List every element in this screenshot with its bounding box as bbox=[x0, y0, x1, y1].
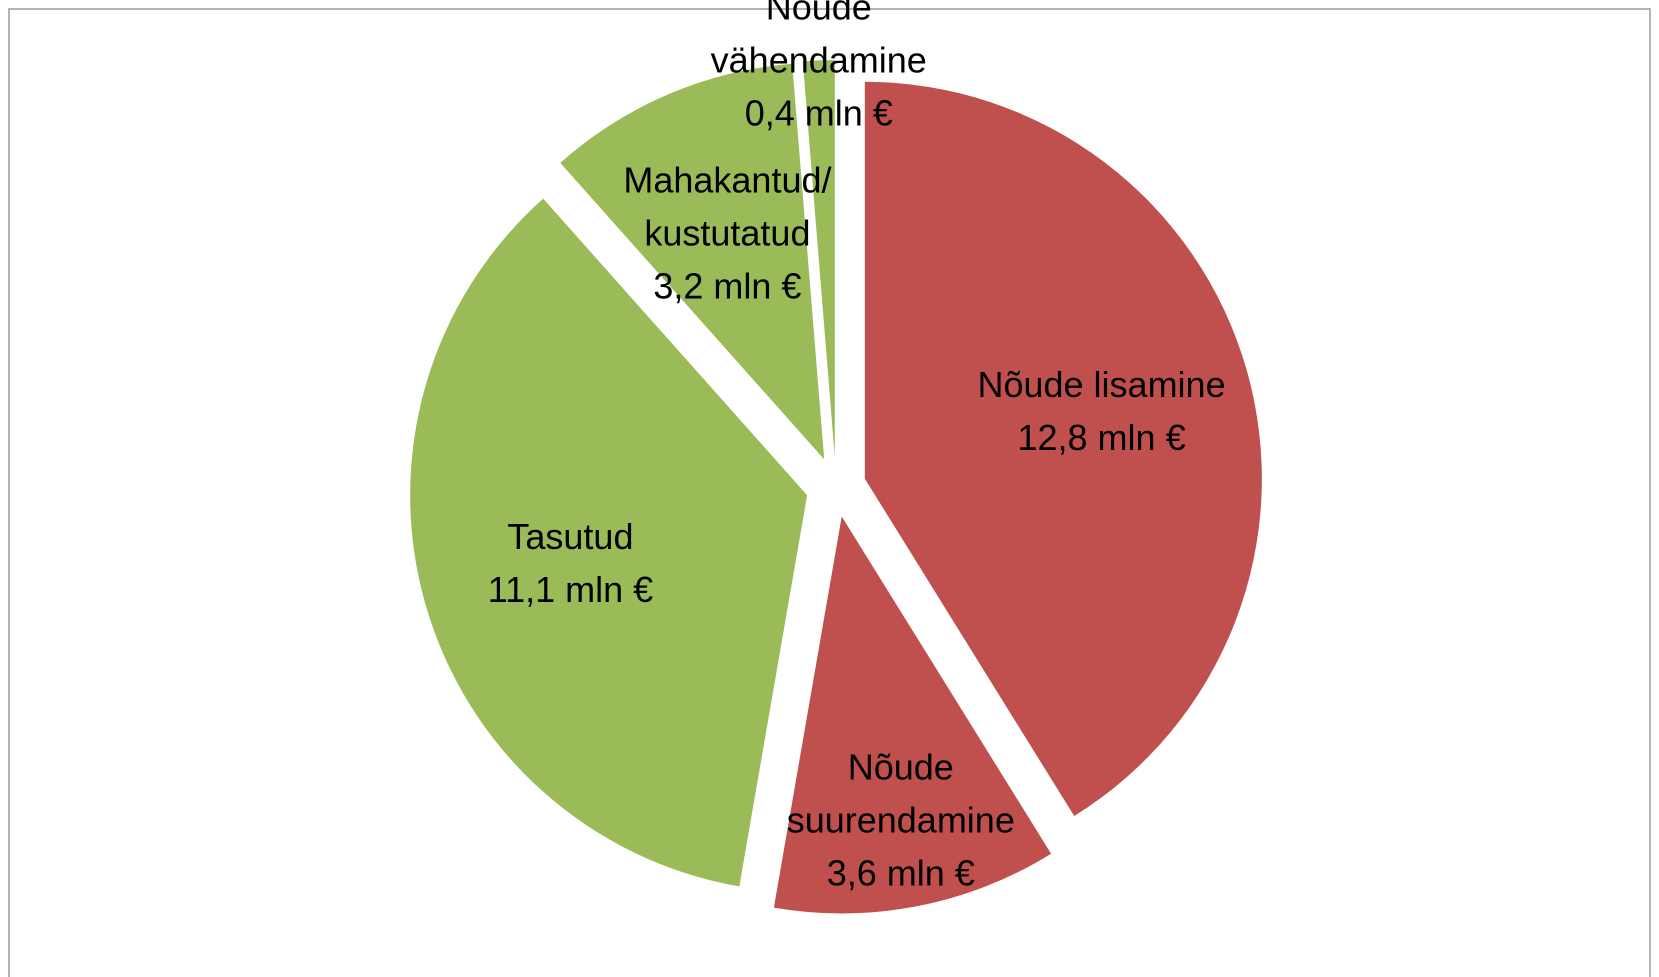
data-label: Nõude suurendamine 3,6 mln € bbox=[776, 741, 1026, 900]
slice-value: 11,1 mln € bbox=[487, 568, 654, 610]
chart-frame bbox=[8, 8, 1651, 977]
pie-slice bbox=[560, 63, 825, 460]
slice-name: Nõude lisamine bbox=[977, 364, 1226, 406]
data-label: Tasutud 11,1 mln € bbox=[460, 510, 680, 616]
data-label: Nõude lisamine 12,8 mln € bbox=[952, 358, 1252, 464]
slice-name: Mahakantud/ kustutatud bbox=[623, 159, 832, 254]
slice-name: Tasutud bbox=[507, 515, 634, 557]
pie-slice bbox=[410, 198, 808, 887]
data-label: Nõude vähendamine 0,4 mln € bbox=[689, 0, 949, 140]
slice-value: 3,6 mln € bbox=[826, 852, 975, 894]
pie-slice bbox=[802, 60, 835, 458]
slice-value: 3,2 mln € bbox=[653, 265, 802, 307]
pie-slice bbox=[773, 516, 1052, 914]
slice-value: 12,8 mln € bbox=[1017, 417, 1186, 459]
data-label: Mahakantud/ kustutatud 3,2 mln € bbox=[597, 154, 857, 313]
slice-name: Nõude suurendamine bbox=[786, 746, 1015, 841]
slice-value: 0,4 mln € bbox=[744, 92, 893, 134]
slice-name: Nõude vähendamine bbox=[710, 0, 927, 81]
pie-slice bbox=[864, 81, 1262, 817]
